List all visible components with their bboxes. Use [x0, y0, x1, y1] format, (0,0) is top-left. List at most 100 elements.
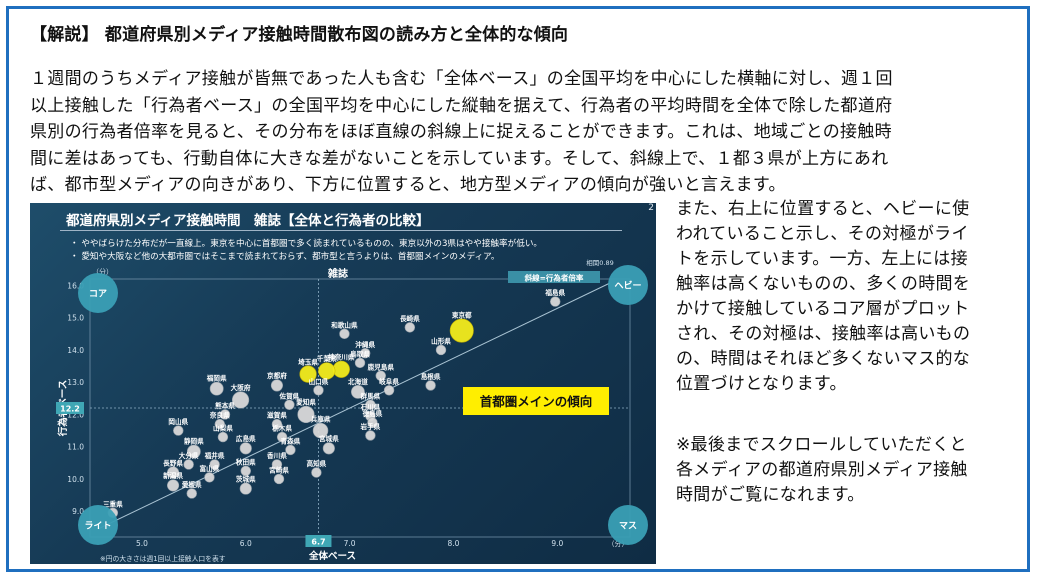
data-point: [365, 430, 376, 441]
corner-label: ヘビー: [614, 280, 641, 292]
point-label: 熊本県: [215, 401, 235, 410]
correlation-label: 相関0.89: [586, 258, 613, 267]
point-label: 山口県: [309, 377, 329, 386]
data-point: [313, 385, 324, 396]
data-point: [322, 442, 335, 455]
slide-bullet: ・ ややばらけた分布だが一直線上。東京を中心に首都圏で多く読まれているものの、東…: [70, 239, 543, 249]
data-point: [449, 318, 474, 343]
intro-paragraph: １週間のうちメディア接触が皆無であった人も含む「全体ベース」の全国平均を中心にし…: [30, 66, 1020, 199]
corner-circle: [608, 265, 648, 305]
point-label: 千葉県: [317, 354, 337, 363]
corner-circle: [608, 505, 648, 545]
point-label: 新潟県: [163, 471, 183, 480]
chart-slide: 都道府県別メディア接触時間 雑誌【全体と行為者の比較】 2 ・ ややばらけた分布…: [30, 203, 656, 564]
data-point: [271, 459, 283, 470]
side-line: され、その対極は、接触率は高いもの: [676, 324, 971, 344]
data-point: [173, 425, 184, 436]
point-label: 三重県: [103, 499, 123, 508]
point-label: 山形県: [431, 337, 451, 346]
point-label: 山梨県: [213, 424, 233, 433]
diagonal-ratio-line: [97, 282, 611, 530]
data-point: [167, 466, 180, 479]
point-label: 兵庫県: [311, 415, 331, 424]
side-line: われていること示し、その対極がライ: [676, 224, 969, 244]
y-tick-label: 15.0: [67, 314, 84, 323]
point-label: 福島県: [544, 288, 565, 297]
y-average-value: 12.2: [60, 405, 80, 414]
side-line: また、右上に位置すると、ヘビーに使: [676, 199, 970, 219]
corner-label: マス: [619, 521, 637, 532]
data-point: [354, 357, 366, 369]
slide-bullet: ・ 愛知や大阪など他の大都市圏ではそこまで読まれておらず、都市型と言うよりは、首…: [70, 252, 500, 262]
scatter-chart: 5.0 6.0 7.0 8.0 9.0 9.0 10.0 11.0 12.0 13.0 14.0 15…: [56, 258, 648, 563]
intro-line: ば、都市型メディアの向きがあり、下方に位置すると、地方型メディアの傾向が強いと言…: [30, 175, 786, 195]
x-axis-label: 全体ベース: [308, 550, 356, 562]
data-point: [299, 365, 317, 383]
point-label: 滋賀県: [267, 411, 287, 420]
point-label: 香川県: [266, 451, 287, 460]
data-point: [239, 442, 252, 455]
data-point: [273, 473, 285, 485]
y-tick-label: 10.0: [67, 475, 84, 484]
data-point: [383, 385, 395, 396]
data-point: [311, 467, 322, 478]
x-tick-label: 9.0: [551, 539, 563, 548]
side-line: 位置づけとなります。: [676, 374, 847, 394]
point-label: 岡山県: [168, 417, 188, 426]
data-point: [365, 399, 376, 410]
side-line: の、時間はそれほど多くないマス的な: [676, 349, 971, 369]
data-point: [271, 418, 283, 430]
data-point: [312, 422, 329, 439]
highlight-label: 首都圏メインの傾向: [480, 394, 593, 409]
x-tick-label: 8.0: [447, 539, 459, 548]
point-label: 高知県: [306, 459, 326, 468]
corner-circle: [78, 273, 118, 313]
data-point: [550, 296, 561, 307]
side-line: かけて接触しているコア層がプロット: [676, 299, 970, 319]
intro-line: １週間のうちメディア接触が皆無であった人も含む「全体ベース」の全国平均を中心にし…: [30, 69, 893, 89]
data-point: [359, 347, 371, 359]
point-label: 佐賀県: [278, 391, 299, 400]
point-label: 愛知県: [296, 398, 316, 407]
corner-label: ライト: [84, 521, 111, 532]
data-point: [231, 391, 250, 409]
data-point: [183, 459, 194, 470]
chart-footnote: ※円の大きさは週1回以上接触人口を表す: [100, 554, 226, 563]
data-point: [240, 465, 251, 477]
note-line: 時間がご覧になれます。: [676, 485, 865, 505]
intro-line: 間に差はあっても、行動自体に大きな差がないことを示しています。そして、斜線上で、…: [30, 148, 889, 169]
y-tick-label: 11.0: [67, 443, 84, 452]
data-point: [332, 360, 350, 378]
point-label: 鹿児島県: [368, 362, 395, 371]
point-label: 福岡県: [206, 374, 227, 383]
intro-line: 県別の行為者倍率を見ると、その分布をほぼ直線の斜線上に捉えることができます。これ…: [30, 122, 892, 142]
side-paragraph: また、右上に位置すると、ヘビーに使 われていること示し、その対極がライ トを示し…: [676, 197, 1021, 397]
diagonal-label-box: [508, 271, 600, 283]
slide-title: 都道府県別メディア接触時間 雑誌【全体と行為者の比較】: [66, 213, 430, 229]
corner-label: コア: [89, 289, 107, 300]
data-point: [239, 482, 252, 495]
data-point: [219, 409, 231, 420]
point-label: 京都府: [267, 371, 287, 380]
point-label: 大分県: [179, 451, 199, 460]
point-label: 東京都: [452, 310, 472, 319]
y-tick-label: 14.0: [67, 346, 84, 355]
data-point: [276, 431, 288, 443]
note-line: ※最後までスクロールしていただくと: [676, 435, 967, 455]
y-tick-label: 9.0: [72, 507, 84, 516]
x-tick-label: 5.0: [136, 539, 148, 548]
y-tick-label: 13.0: [67, 378, 84, 387]
point-label: 秋田県: [236, 457, 256, 466]
y-average-marker: [56, 402, 84, 414]
point-label: 群馬県: [360, 391, 380, 400]
point-label: 青森県: [281, 437, 301, 446]
x-tick-label: 6.0: [240, 539, 252, 548]
point-label: 宮崎県: [269, 466, 289, 475]
data-point: [209, 459, 220, 470]
data-point: [297, 405, 315, 424]
point-label: 北海道: [348, 377, 368, 386]
data-point: [367, 417, 378, 428]
data-point: [186, 444, 201, 459]
data-point: [375, 370, 386, 381]
x-tick-label: 7.0: [344, 539, 356, 548]
